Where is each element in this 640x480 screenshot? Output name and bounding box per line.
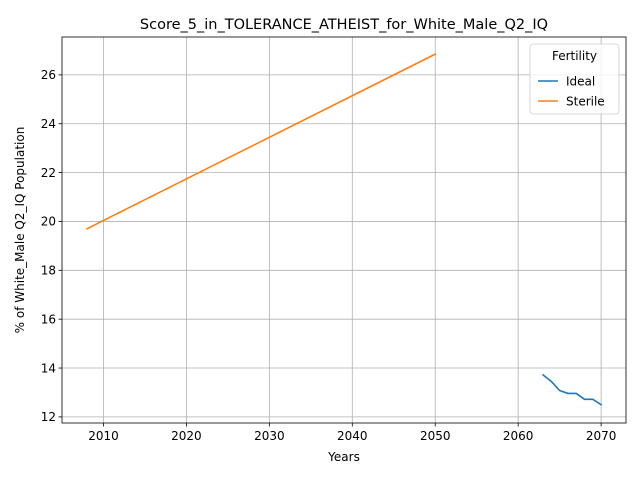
legend: Fertility Ideal Sterile — [529, 43, 620, 115]
y-axis-title: % of White_Male Q2_IQ Population — [13, 127, 27, 334]
chart-title: Score_5_in_TOLERANCE_ATHEIST_for_White_M… — [140, 17, 548, 33]
x-tick-label: 2040 — [337, 429, 368, 443]
y-tick-label: 14 — [41, 361, 56, 375]
legend-label-ideal: Ideal — [566, 74, 595, 88]
x-tick-label: 2050 — [420, 429, 451, 443]
legend-label-sterile: Sterile — [566, 94, 605, 108]
y-tick-label: 12 — [41, 410, 56, 424]
series-layer — [85, 53, 603, 406]
y-tick-label: 22 — [41, 166, 56, 180]
x-tick-label: 2010 — [88, 429, 119, 443]
series-line-ideal — [541, 373, 603, 406]
x-tick-label: 2070 — [586, 429, 617, 443]
legend-title: Fertility — [552, 49, 597, 63]
y-tick-label: 26 — [41, 68, 56, 82]
x-tick-label: 2020 — [171, 429, 202, 443]
y-tick-label: 24 — [41, 117, 56, 131]
x-tick-label: 2030 — [254, 429, 285, 443]
legend-items: Ideal Sterile — [538, 74, 605, 108]
legend-box — [529, 43, 620, 115]
y-tick-label: 20 — [41, 215, 56, 229]
plot-frame — [61, 36, 627, 424]
x-tick-label: 2060 — [503, 429, 534, 443]
series-line-sterile — [85, 53, 437, 230]
y-tick-label: 16 — [41, 312, 56, 326]
grid-lines — [62, 37, 626, 423]
y-tick-label: 18 — [41, 264, 56, 278]
x-axis-title: Years — [327, 450, 360, 464]
axis-ticks: 2010 2020 2030 2040 2050 2060 2070 12 14 16 18 20 22… — [41, 68, 617, 443]
